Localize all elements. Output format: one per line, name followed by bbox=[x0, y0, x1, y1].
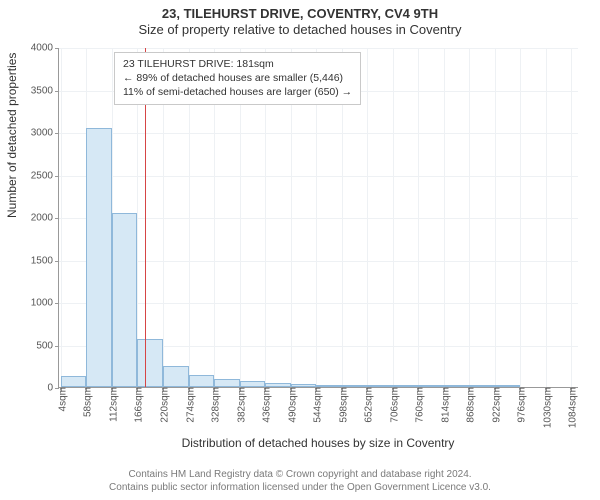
histogram-bar bbox=[112, 213, 138, 387]
histogram-bar bbox=[137, 339, 163, 387]
histogram-bar bbox=[291, 384, 317, 387]
plot: 050010001500200025003000350040004sqm58sq… bbox=[58, 48, 578, 388]
chart-container: 23, TILEHURST DRIVE, COVENTRY, CV4 9TH S… bbox=[0, 0, 600, 500]
xtick-label: 220sqm bbox=[156, 387, 171, 423]
histogram-bar bbox=[342, 385, 368, 387]
page-title: 23, TILEHURST DRIVE, COVENTRY, CV4 9TH bbox=[0, 6, 600, 22]
annotation-line: ← 89% of detached houses are smaller (5,… bbox=[123, 71, 352, 85]
page-subtitle: Size of property relative to detached ho… bbox=[0, 22, 600, 38]
ytick-label: 3500 bbox=[31, 85, 59, 96]
xtick-label: 814sqm bbox=[436, 387, 451, 423]
annotation-line: 23 TILEHURST DRIVE: 181sqm bbox=[123, 57, 352, 71]
attribution-footer: Contains HM Land Registry data © Crown c… bbox=[0, 468, 600, 494]
histogram-bar bbox=[265, 383, 291, 387]
xtick-label: 868sqm bbox=[462, 387, 477, 423]
ytick-label: 1500 bbox=[31, 255, 59, 266]
histogram-bar bbox=[240, 381, 266, 387]
gridline-vertical bbox=[469, 48, 470, 387]
plot-area: 050010001500200025003000350040004sqm58sq… bbox=[58, 48, 578, 388]
gridline-vertical bbox=[571, 48, 572, 387]
gridline-vertical bbox=[61, 48, 62, 387]
xtick-label: 922sqm bbox=[487, 387, 502, 423]
xtick-label: 4sqm bbox=[53, 387, 68, 411]
histogram-bar bbox=[61, 376, 87, 387]
histogram-bar bbox=[418, 385, 444, 387]
histogram-bar bbox=[189, 375, 215, 387]
xtick-label: 490sqm bbox=[283, 387, 298, 423]
xtick-label: 328sqm bbox=[207, 387, 222, 423]
histogram-bar bbox=[86, 128, 112, 387]
histogram-bar bbox=[316, 385, 342, 387]
ytick-label: 4000 bbox=[31, 43, 59, 54]
y-axis-label: Number of detached properties bbox=[5, 53, 19, 218]
histogram-bar bbox=[163, 366, 189, 387]
gridline-vertical bbox=[546, 48, 547, 387]
annotation-line: 11% of semi-detached houses are larger (… bbox=[123, 85, 352, 99]
gridline-vertical bbox=[520, 48, 521, 387]
xtick-label: 760sqm bbox=[411, 387, 426, 423]
xtick-label: 1030sqm bbox=[538, 387, 553, 428]
histogram-bar bbox=[214, 379, 240, 387]
xtick-label: 598sqm bbox=[334, 387, 349, 423]
xtick-label: 976sqm bbox=[513, 387, 528, 423]
xtick-label: 382sqm bbox=[232, 387, 247, 423]
ytick-label: 500 bbox=[36, 340, 59, 351]
x-axis-label: Distribution of detached houses by size … bbox=[182, 436, 455, 450]
xtick-label: 1084sqm bbox=[564, 387, 579, 428]
gridline-vertical bbox=[393, 48, 394, 387]
histogram-bar bbox=[444, 385, 470, 387]
footer-line: Contains public sector information licen… bbox=[0, 481, 600, 494]
ytick-label: 2500 bbox=[31, 170, 59, 181]
xtick-label: 166sqm bbox=[130, 387, 145, 423]
title-block: 23, TILEHURST DRIVE, COVENTRY, CV4 9TH S… bbox=[0, 0, 600, 39]
histogram-bar bbox=[495, 385, 521, 387]
footer-line: Contains HM Land Registry data © Crown c… bbox=[0, 468, 600, 481]
histogram-bar bbox=[393, 385, 419, 387]
ytick-label: 2000 bbox=[31, 213, 59, 224]
histogram-bar bbox=[367, 385, 393, 387]
gridline-vertical bbox=[495, 48, 496, 387]
marker-annotation: 23 TILEHURST DRIVE: 181sqm← 89% of detac… bbox=[114, 52, 361, 105]
gridline-vertical bbox=[418, 48, 419, 387]
xtick-label: 706sqm bbox=[385, 387, 400, 423]
ytick-label: 1000 bbox=[31, 298, 59, 309]
gridline-vertical bbox=[367, 48, 368, 387]
xtick-label: 652sqm bbox=[360, 387, 375, 423]
xtick-label: 274sqm bbox=[181, 387, 196, 423]
ytick-label: 3000 bbox=[31, 128, 59, 139]
xtick-label: 58sqm bbox=[79, 387, 94, 417]
xtick-label: 544sqm bbox=[309, 387, 324, 423]
xtick-label: 112sqm bbox=[104, 387, 119, 422]
gridline-vertical bbox=[444, 48, 445, 387]
histogram-bar bbox=[469, 385, 495, 387]
xtick-label: 436sqm bbox=[258, 387, 273, 423]
